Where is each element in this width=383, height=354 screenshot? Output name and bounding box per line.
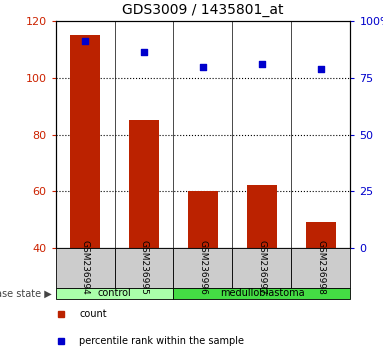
Point [200,64,206,69]
Text: GSM236997: GSM236997 [257,240,267,295]
Text: control: control [98,289,131,298]
Bar [232,248,291,288]
Text: count: count [79,308,107,319]
Bar [173,288,350,299]
Bar [291,248,350,288]
Text: GSM236998: GSM236998 [316,240,326,295]
Bar [129,120,159,248]
Point [82,38,88,44]
Bar [70,35,100,248]
Bar [56,248,115,288]
Bar [115,248,173,288]
Point [141,50,147,55]
Text: GSM236994: GSM236994 [80,240,90,295]
Bar [188,191,218,248]
Point [259,61,265,67]
Title: GDS3009 / 1435801_at: GDS3009 / 1435801_at [122,4,284,17]
Text: disease state ▶: disease state ▶ [0,289,52,298]
Bar [173,248,232,288]
Bar [306,222,336,248]
Text: GSM236996: GSM236996 [198,240,208,295]
Text: medulloblastoma: medulloblastoma [220,289,304,298]
Text: GSM236995: GSM236995 [139,240,149,295]
Text: percentile rank within the sample: percentile rank within the sample [79,336,244,346]
Bar [247,185,277,248]
Bar [56,288,173,299]
Point [318,67,324,72]
